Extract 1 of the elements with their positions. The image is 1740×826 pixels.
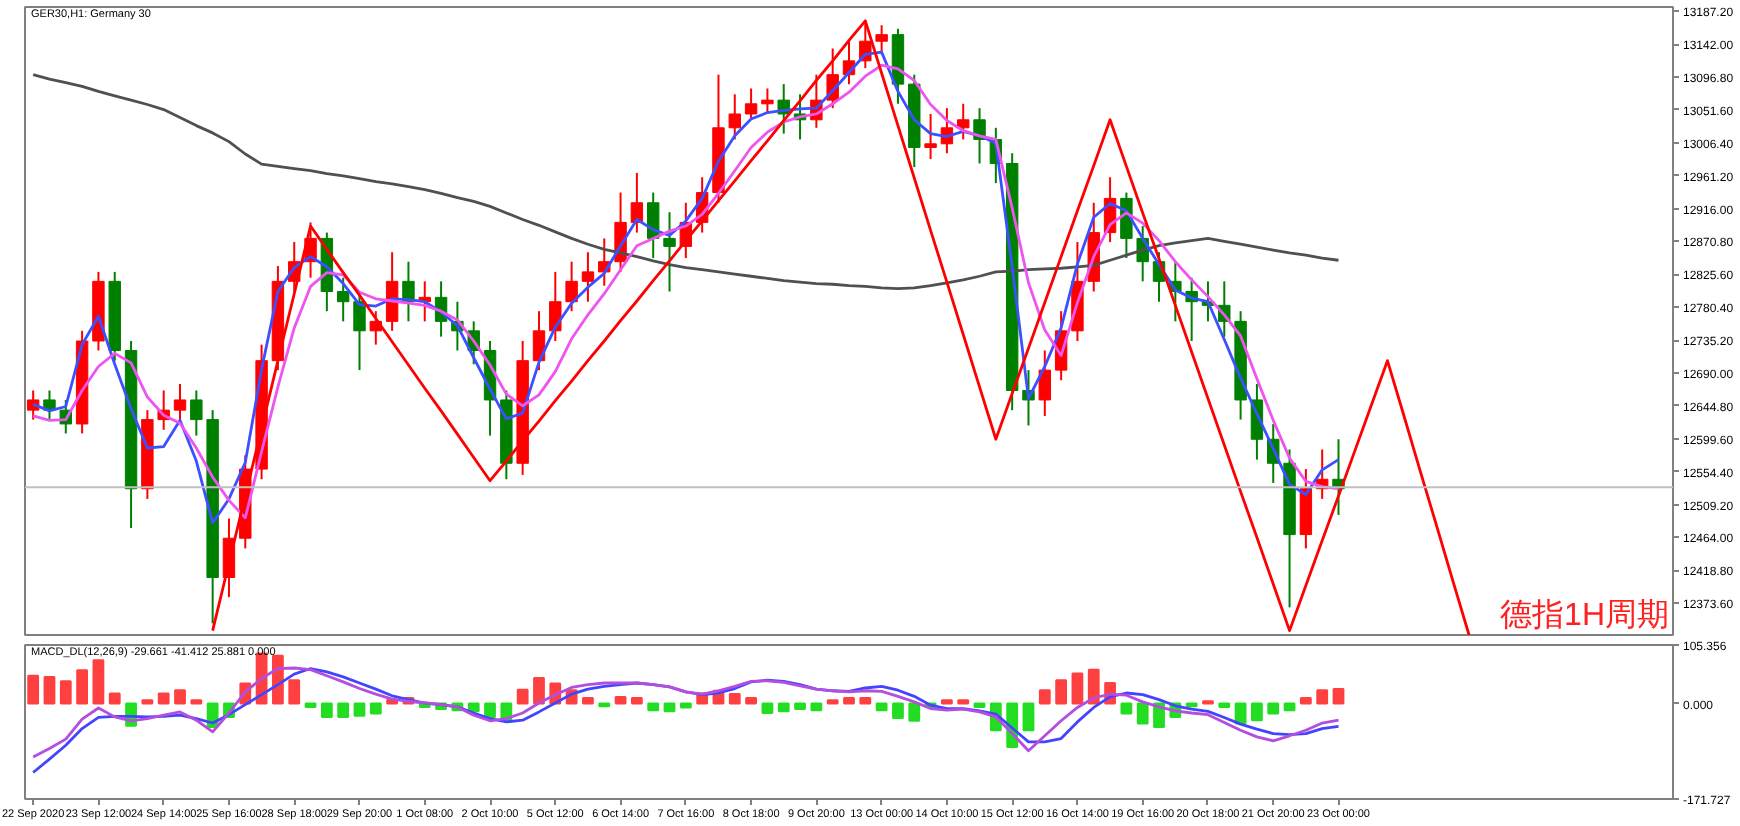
annotation: 德指1H周期	[1500, 597, 1669, 633]
